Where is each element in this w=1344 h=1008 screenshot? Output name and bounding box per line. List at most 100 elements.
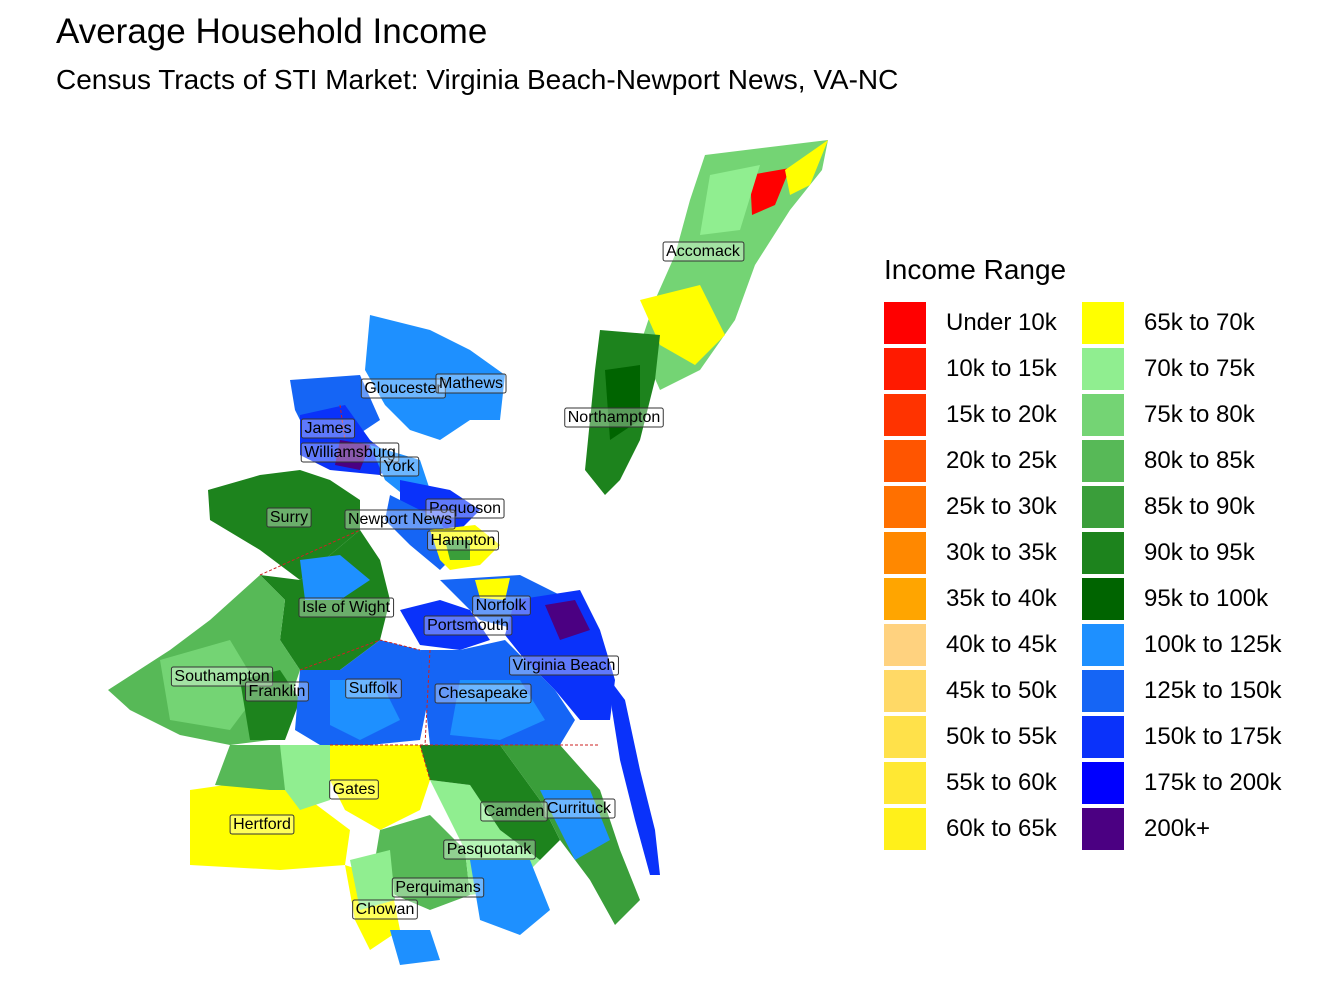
region-chesapeake-light: [450, 680, 545, 740]
county-label-text: Accomack: [666, 243, 741, 260]
legend-label: 40k to 45k: [946, 631, 1057, 658]
legend-label: 85k to 90k: [1144, 493, 1255, 520]
county-label-text: Franklin: [249, 683, 306, 700]
legend-swatch: [1082, 808, 1124, 850]
legend-item: 85k to 90k: [1082, 484, 1280, 530]
legend-column: Under 10k 10k to 15k 15k to 20k 20k to 25k 2…: [884, 300, 1082, 852]
legend-swatch: [1082, 624, 1124, 666]
legend-item: 60k to 65k: [884, 806, 1082, 852]
region-suffolk-light: [330, 680, 400, 740]
region-gloucester: [365, 315, 505, 440]
legend-label: 100k to 125k: [1144, 631, 1282, 658]
legend-column: 65k to 70k 70k to 75k 75k to 80k 80k to 85k…: [1082, 300, 1282, 852]
legend-item: 125k to 150k: [1082, 668, 1282, 714]
income-legend: Income Range Under 10k 10k to 15k 15k to 2…: [884, 252, 1282, 852]
county-label-text: Southampton: [174, 668, 269, 685]
county-label: James: [300, 418, 356, 439]
county-label: Surry: [266, 507, 312, 528]
legend-swatch: [1082, 578, 1124, 620]
county-label-text: Williamsburg: [304, 444, 396, 461]
legend-swatch: [884, 762, 926, 804]
legend-item: 20k to 25k: [884, 438, 1082, 484]
legend-label: 35k to 40k: [946, 585, 1057, 612]
legend-item: 40k to 45k: [884, 622, 1082, 668]
county-label: Southampton: [170, 666, 274, 687]
county-label: Mathews: [435, 373, 507, 394]
legend-item: 35k to 40k: [884, 576, 1082, 622]
legend-item: 150k to 175k: [1082, 714, 1281, 760]
legend-item: 100k to 125k: [1082, 622, 1282, 668]
county-label-text: Northampton: [568, 409, 661, 426]
legend-swatch: [884, 440, 926, 482]
county-label: Newport News: [344, 509, 456, 530]
county-label-text: York: [383, 458, 415, 475]
county-label-text: Virginia Beach: [513, 657, 616, 674]
region-chowan-blue: [390, 930, 440, 965]
county-label-text: Gates: [333, 781, 376, 798]
region-southampton-light: [160, 640, 260, 730]
legend-item: 200k+: [1082, 806, 1280, 852]
legend-swatch: [1082, 670, 1124, 712]
county-label: Hampton: [427, 530, 499, 551]
region-accomack-red: [750, 168, 790, 215]
county-label: Gloucester: [360, 378, 446, 399]
legend-swatch: [1082, 762, 1124, 804]
legend-label: 125k to 150k: [1144, 677, 1282, 704]
county-label: Gates: [329, 779, 379, 800]
region-pasquotank-blue: [470, 860, 550, 935]
legend-label: 80k to 85k: [1144, 447, 1255, 474]
county-label-text: Hampton: [431, 532, 496, 549]
county-label: Perquimans: [391, 877, 485, 898]
county-label-text: Portsmouth: [427, 617, 509, 634]
legend-label: 60k to 65k: [946, 815, 1057, 842]
region-accomack-yellow-tip: [785, 140, 828, 195]
county-label: Pasquotank: [443, 839, 536, 860]
legend-swatch: [884, 486, 926, 528]
legend-label: 45k to 50k: [946, 677, 1057, 704]
legend-label: 30k to 35k: [946, 539, 1057, 566]
county-label: Norfolk: [472, 595, 531, 616]
county-label: Hertford: [229, 814, 295, 835]
legend-swatch: [884, 670, 926, 712]
legend-label: 95k to 100k: [1144, 585, 1269, 612]
county-label: Suffolk: [345, 678, 402, 699]
legend-label: 15k to 20k: [946, 401, 1057, 428]
county-label: Camden: [480, 801, 548, 822]
county-label: Isle of Wight: [298, 597, 395, 618]
legend-swatch: [1082, 348, 1124, 390]
region-accomack-light: [700, 165, 760, 235]
legend-label: 10k to 15k: [946, 355, 1057, 382]
county-label-text: Norfolk: [476, 597, 528, 614]
legend-item: 45k to 50k: [884, 668, 1082, 714]
region-franklin: [240, 670, 300, 740]
legend-swatch: [1082, 394, 1124, 436]
county-label: Virginia Beach: [509, 655, 619, 676]
region-isle-of-wight-light: [300, 555, 370, 600]
legend-label: 65k to 70k: [1144, 309, 1255, 336]
legend-swatch: [884, 624, 926, 666]
county-label-text: Pasquotank: [447, 841, 533, 858]
legend-label: 50k to 55k: [946, 723, 1057, 750]
region-outer-banks: [610, 680, 660, 875]
legend-item: 10k to 15k: [884, 346, 1082, 392]
legend-swatch: [884, 394, 926, 436]
map-title: Average Household Income: [56, 12, 488, 51]
legend-item: 25k to 30k: [884, 484, 1082, 530]
region-currituck-blue: [540, 790, 610, 860]
county-label-text: Hertford: [233, 816, 291, 833]
legend-swatch: [884, 348, 926, 390]
legend-swatch: [1082, 532, 1124, 574]
legend-item: 30k to 35k: [884, 530, 1082, 576]
county-label: Northampton: [564, 407, 664, 428]
county-label-text: Surry: [270, 509, 308, 526]
region-virginia-beach-dark: [545, 600, 590, 640]
county-label-text: Isle of Wight: [302, 599, 391, 616]
region-perquimans: [375, 815, 470, 910]
legend-item: 50k to 55k: [884, 714, 1082, 760]
legend-swatch: [1082, 716, 1124, 758]
county-label-text: Newport News: [348, 511, 452, 528]
legend-swatch: [884, 578, 926, 620]
county-label: Williamsburg: [300, 442, 400, 463]
legend-swatch: [884, 532, 926, 574]
